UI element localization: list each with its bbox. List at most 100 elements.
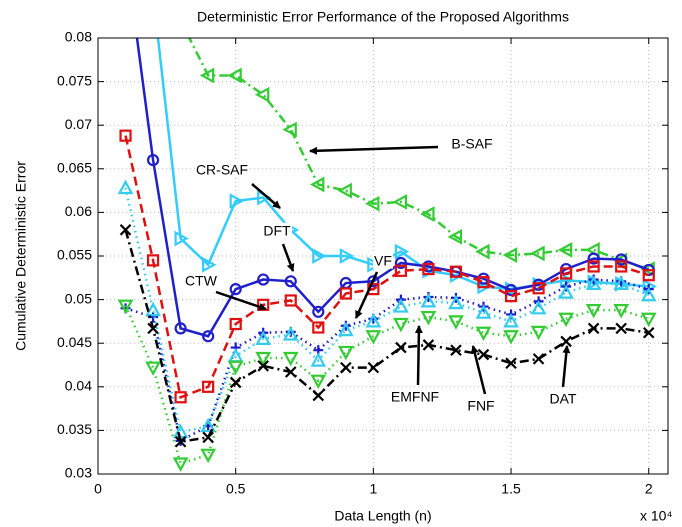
axes-box (97, 37, 669, 475)
marker (640, 286, 657, 302)
marker (310, 374, 327, 389)
marker (337, 345, 354, 361)
annotation: DFT (263, 223, 291, 239)
marker (339, 248, 355, 264)
marker (560, 267, 573, 280)
series (187, 38, 655, 277)
series (119, 224, 655, 448)
marker (340, 361, 352, 374)
marker (615, 322, 627, 335)
annotation-arrow (309, 145, 439, 155)
y-tick-label: 0.035 (57, 421, 92, 437)
marker (502, 247, 518, 263)
marker (613, 303, 630, 319)
marker (312, 321, 325, 334)
marker (117, 299, 134, 315)
marker (394, 264, 407, 277)
annotation-bg (450, 135, 494, 152)
marker (229, 376, 242, 389)
marker (450, 344, 462, 356)
x-tick-label: 0 (94, 481, 102, 497)
marker (642, 269, 655, 282)
series (117, 299, 657, 472)
annotation: EMFNF (391, 389, 439, 405)
marker (174, 391, 187, 404)
annotation-bg (373, 252, 393, 269)
x-axis-label: Data Length (n) (334, 508, 431, 524)
y-tick-label: 0.06 (65, 203, 92, 219)
plot-area (117, 38, 658, 472)
marker (504, 290, 518, 303)
marker (367, 275, 380, 288)
marker (310, 352, 327, 367)
marker (587, 260, 600, 273)
marker (613, 275, 630, 291)
marker (475, 326, 492, 342)
x-tick-label: 1.5 (501, 481, 521, 497)
marker (145, 301, 161, 317)
marker (309, 176, 325, 193)
y-tick-label: 0.04 (65, 378, 92, 394)
marker (147, 322, 159, 335)
marker (558, 284, 574, 299)
marker (394, 243, 410, 260)
x-tick-label: 1 (369, 481, 377, 497)
marker (255, 330, 272, 345)
annotation-arrow (281, 243, 295, 272)
marker (200, 417, 216, 433)
marker (337, 321, 354, 337)
x-multiplier: x 10⁴ (640, 508, 672, 524)
marker (339, 287, 352, 300)
marker (202, 330, 215, 343)
marker (365, 313, 382, 328)
marker (420, 310, 437, 326)
annotation-bg (466, 397, 496, 414)
marker (475, 304, 492, 319)
marker (145, 361, 161, 376)
marker (119, 224, 132, 236)
marker (642, 326, 655, 339)
series-line (187, 38, 650, 271)
marker (172, 457, 189, 472)
annotation-bg (389, 388, 441, 405)
marker (202, 380, 215, 393)
marker (393, 317, 409, 333)
annotation: DAT (550, 391, 577, 407)
annotations: B-SAF CR-SAF DFT CTW VF EMFNF FNF DAT (184, 135, 578, 414)
marker (395, 341, 407, 354)
annotation: CTW (185, 273, 218, 289)
marker (503, 313, 519, 328)
annotation-arrow (561, 345, 571, 388)
marker (615, 253, 628, 266)
y-tick-label: 0.065 (57, 160, 92, 176)
y-tick-label: 0.075 (57, 72, 92, 88)
marker (254, 86, 270, 103)
x-tick-label: 0.5 (226, 481, 246, 497)
marker (420, 293, 437, 308)
marker (117, 179, 134, 195)
y-tick-label: 0.07 (65, 116, 92, 132)
series-line (124, 305, 650, 466)
annotation: CR-SAF (196, 162, 248, 178)
marker (422, 339, 435, 351)
annotation-arrow (215, 290, 267, 311)
annotation: B-SAF (451, 136, 492, 152)
marker (282, 326, 299, 341)
marker (504, 283, 518, 297)
marker (365, 195, 380, 212)
y-tick-label: 0.03 (65, 465, 92, 481)
annotation: FNF (467, 398, 494, 414)
marker (530, 325, 547, 341)
marker (394, 256, 407, 270)
marker (284, 366, 297, 378)
marker (257, 273, 270, 286)
annotation-arrow (414, 325, 423, 386)
marker (312, 305, 325, 318)
marker (284, 275, 297, 288)
y-tick-label: 0.05 (65, 290, 92, 306)
y-tick-label: 0.055 (57, 247, 92, 263)
marker (312, 248, 327, 264)
marker (558, 312, 574, 328)
marker (505, 357, 517, 370)
